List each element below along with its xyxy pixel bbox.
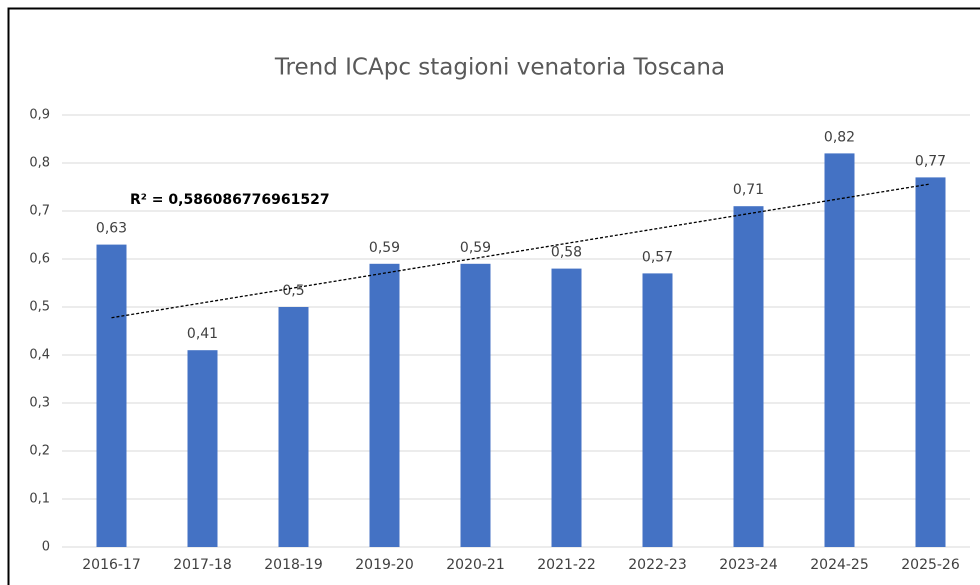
y-tick-label: 0,9 xyxy=(29,108,50,123)
data-label: 0,5 xyxy=(282,283,304,299)
bar xyxy=(278,307,309,547)
x-tick-label: 2019-20 xyxy=(355,557,414,573)
x-tick-label: 2020-21 xyxy=(446,557,505,573)
data-label: 0,59 xyxy=(460,240,491,256)
bar xyxy=(96,244,127,547)
x-tick-label: 2018-19 xyxy=(264,557,323,573)
bar xyxy=(733,206,764,547)
trendline xyxy=(111,183,931,319)
y-tick-label: 0,5 xyxy=(29,300,50,315)
y-tick-label: 0,4 xyxy=(29,348,50,363)
data-label: 0,63 xyxy=(96,221,127,237)
y-tick-label: 0,6 xyxy=(29,252,50,267)
bar xyxy=(551,268,582,547)
bar xyxy=(824,153,855,547)
data-label: 0,41 xyxy=(187,326,218,342)
x-tick-label: 2024-25 xyxy=(810,557,869,573)
x-tick-label: 2016-17 xyxy=(82,557,141,573)
chart-title: Trend ICApc stagioni venatoria Toscana xyxy=(274,55,725,81)
x-tick-label: 2025-26 xyxy=(901,557,960,573)
x-tick-label: 2017-18 xyxy=(173,557,232,573)
bar xyxy=(460,263,491,547)
y-tick-label: 0,3 xyxy=(29,396,50,411)
y-tick-label: 0,7 xyxy=(29,204,50,219)
x-tick-label: 2021-22 xyxy=(537,557,596,573)
y-tick-label: 0,2 xyxy=(29,444,50,459)
x-tick-label: 2022-23 xyxy=(628,557,687,573)
y-tick-label: 0,8 xyxy=(29,156,50,171)
y-tick-label: 0,1 xyxy=(29,492,50,507)
y-tick-label: 0 xyxy=(42,540,50,555)
bar xyxy=(915,177,946,547)
data-label: 0,57 xyxy=(642,249,673,265)
data-label: 0,58 xyxy=(551,245,582,261)
chart-border xyxy=(7,7,980,585)
data-label: 0,71 xyxy=(733,182,764,198)
x-tick-label: 2023-24 xyxy=(719,557,778,573)
bar xyxy=(642,273,673,547)
bar xyxy=(187,350,218,547)
data-label: 0,77 xyxy=(915,153,946,169)
bar xyxy=(369,263,400,547)
annotation: R² = 0,586086776961527 xyxy=(130,192,330,208)
data-label: 0,82 xyxy=(824,129,855,145)
data-label: 0,59 xyxy=(369,240,400,256)
